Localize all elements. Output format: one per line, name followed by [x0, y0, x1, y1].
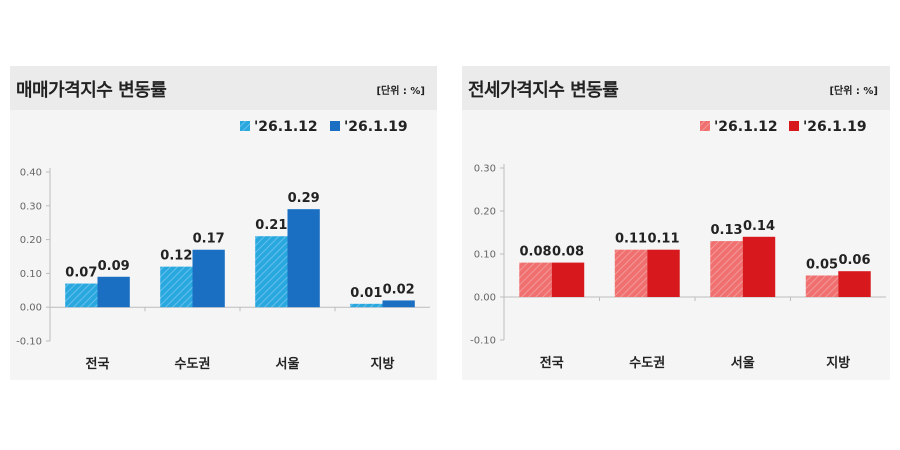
- value-label: 0.08: [552, 245, 584, 260]
- y-tick-label: 0.00: [20, 303, 42, 314]
- bar-series2-2: [192, 249, 225, 308]
- value-label: 0.02: [383, 282, 415, 297]
- unit-label: [단위 : %]: [376, 86, 425, 97]
- legend-swatch: [789, 121, 799, 131]
- value-label: 0.11: [615, 232, 647, 247]
- jeonse-price-chart-panel: 전세가격지수 변동률 [단위 : %] 0.30 0.20 0.10 0.00 -0.1…: [462, 66, 890, 380]
- value-label: 0.11: [647, 232, 679, 247]
- bar-series1-2: [614, 249, 648, 297]
- bar-series1-4: [350, 303, 383, 308]
- bar-series2-4: [838, 271, 871, 297]
- category-label: 전국: [540, 355, 564, 371]
- y-tick-label: 0.00: [474, 293, 496, 304]
- chart-title: 매매가격지수 변동률: [16, 80, 167, 101]
- bar-series2-1: [97, 276, 130, 308]
- value-label: 0.29: [288, 191, 320, 206]
- y-tick-label: 0.10: [20, 269, 42, 280]
- y-tick-label: -0.10: [16, 337, 42, 348]
- sale-price-chart-panel: 매매가격지수 변동률 [단위 : %] 0.40 0.30 0.20 0.10 0.00…: [10, 66, 437, 380]
- unit-label: [단위 : %]: [829, 86, 878, 97]
- bar-series2-1: [551, 262, 585, 297]
- legend-label: '26.1.19: [803, 119, 867, 135]
- y-tick-label: 0.30: [474, 164, 496, 175]
- value-label: 0.17: [193, 232, 225, 247]
- legend-label: '26.1.12: [254, 119, 318, 135]
- y-tick-label: 0.40: [20, 168, 42, 179]
- panel-header: 전세가격지수 변동률 [단위 : %]: [462, 66, 890, 110]
- bar-series2-2: [647, 249, 680, 297]
- y-tick-label: 0.20: [474, 207, 496, 218]
- value-label: 0.12: [160, 249, 192, 264]
- sale-price-chart: 0.400.300.200.100.00-0.100.07 0.09전국0.120…: [16, 119, 430, 372]
- y-tick-label: 0.20: [20, 235, 42, 246]
- category-label: 지방: [826, 355, 850, 371]
- category-label: 서울: [276, 356, 300, 372]
- bar-series1-1: [519, 262, 552, 297]
- legend-label: '26.1.19: [344, 119, 408, 135]
- value-label: 0.07: [65, 266, 97, 281]
- value-label: 0.01: [350, 286, 382, 301]
- value-label: 0.06: [838, 253, 870, 268]
- category-label: 서울: [731, 355, 755, 371]
- legend-label: '26.1.12: [714, 119, 778, 135]
- bar-series1-2: [160, 266, 193, 308]
- chart-title: 전세가격지수 변동률: [468, 80, 619, 101]
- jeonse-price-chart: 0.30 0.20 0.10 0.00 -0.10 0.08 0.08 전국 0.11 0.11 수…: [470, 119, 886, 371]
- bar-series2-3: [287, 209, 320, 308]
- legend-swatch: [700, 121, 710, 131]
- value-label: 0.21: [255, 218, 287, 233]
- legend-swatch: [330, 121, 340, 131]
- bar-series2-4: [382, 300, 415, 308]
- y-tick-label: 0.30: [20, 201, 42, 212]
- value-label: 0.08: [519, 245, 551, 260]
- legend-swatch: [240, 121, 250, 131]
- bar-series1-3: [710, 241, 743, 297]
- bar-series1-4: [805, 275, 839, 297]
- bar-series1-3: [255, 236, 288, 308]
- category-label: 지방: [371, 356, 395, 372]
- value-label: 0.09: [98, 259, 130, 274]
- y-tick-label: -0.10: [470, 336, 496, 347]
- panel-header: 매매가격지수 변동률 [단위 : %]: [10, 66, 437, 110]
- value-label: 0.13: [710, 223, 742, 238]
- bar-series1-1: [65, 283, 98, 308]
- value-label: 0.14: [743, 219, 775, 234]
- category-label: 전국: [86, 356, 110, 372]
- category-label: 수도권: [175, 357, 211, 372]
- category-label: 수도권: [629, 356, 665, 371]
- value-label: 0.05: [806, 258, 838, 273]
- y-tick-label: 0.10: [474, 250, 496, 261]
- bar-series2-3: [742, 236, 776, 297]
